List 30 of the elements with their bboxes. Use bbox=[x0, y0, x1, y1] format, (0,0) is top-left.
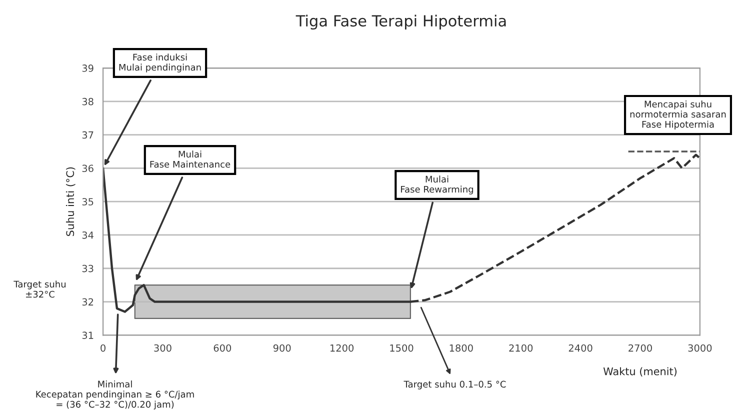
annotation: Mulai Fase Rewarming bbox=[401, 176, 474, 194]
annotation: Fase induksi Mulai pendinginan bbox=[119, 54, 201, 72]
x-tick-label: 3000 bbox=[688, 344, 712, 352]
y-tick-label: 33 bbox=[82, 264, 94, 272]
x-tick-label: 0 bbox=[100, 344, 106, 352]
annotation: Mencapai suhu normotermia sasaran Fase Hipotermia bbox=[630, 100, 726, 130]
x-tick-label: 600 bbox=[214, 344, 232, 352]
y-tick-label: 39 bbox=[82, 64, 94, 72]
y-axis-title: Suhu inti (°C) bbox=[66, 167, 76, 236]
y-tick-label: 34 bbox=[82, 231, 94, 239]
y-tick-label: 31 bbox=[82, 332, 94, 339]
y-tick-label: 37 bbox=[82, 131, 94, 139]
x-tick-label: 300 bbox=[154, 344, 172, 352]
chart-title: Tiga Fase Terapi Hipotermia bbox=[296, 14, 506, 30]
x-tick-label: 2400 bbox=[568, 344, 592, 352]
x-tick-label: 900 bbox=[273, 344, 291, 352]
annotation: Minimal Kecepatan pendinginan ≥ 6 °C/jam = (36 °C–32 °C)/0.20 jam) bbox=[36, 380, 194, 410]
y-tick-label: 32 bbox=[82, 298, 94, 306]
annotation: Mulai Fase Maintenance bbox=[150, 150, 230, 168]
y-tick-label: 36 bbox=[82, 164, 94, 172]
x-tick-label: 1200 bbox=[330, 344, 354, 352]
x-axis-title: Waktu (menit) bbox=[603, 367, 677, 377]
x-tick-label: 2100 bbox=[509, 344, 533, 352]
text: Target suhu ±32°C bbox=[14, 280, 66, 298]
text: Target suhu 0.1–0.5 °C bbox=[404, 380, 506, 390]
y-tick-label: 38 bbox=[82, 98, 94, 106]
y-tick-label: 35 bbox=[82, 198, 94, 206]
x-tick-label: 2700 bbox=[628, 344, 652, 352]
x-tick-label: 1800 bbox=[450, 344, 473, 352]
x-tick-label: 1500 bbox=[390, 344, 414, 352]
